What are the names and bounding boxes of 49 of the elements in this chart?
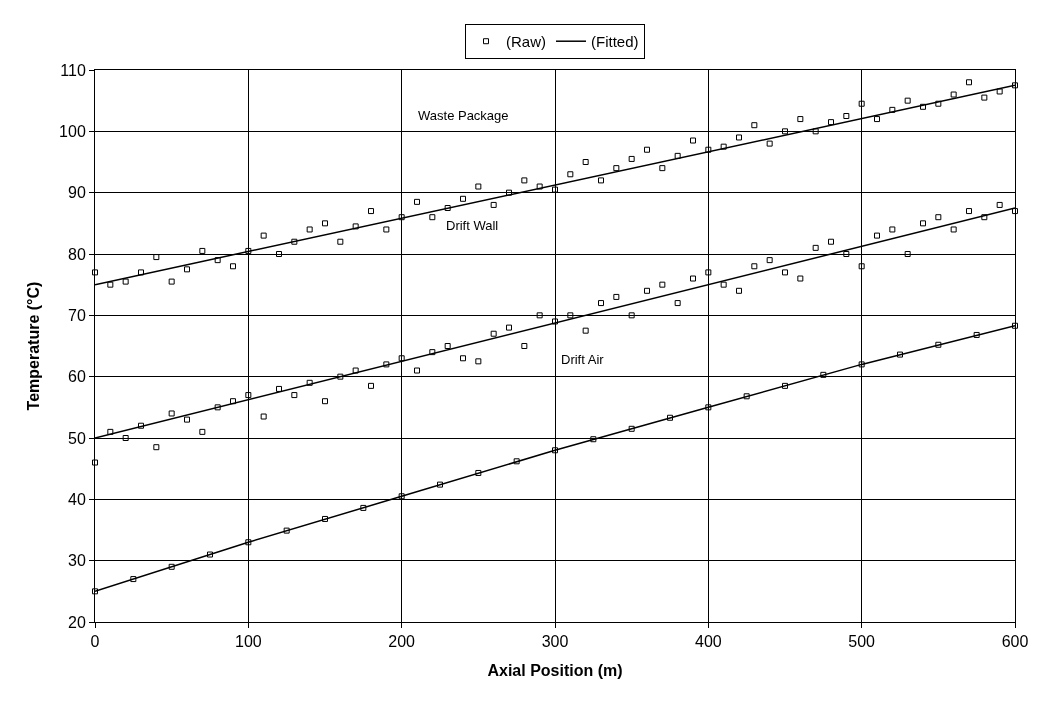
- point: [475, 469, 482, 476]
- y-tick-label: 60: [68, 368, 86, 386]
- point: [628, 425, 635, 432]
- point: [743, 393, 750, 400]
- point: [552, 447, 558, 454]
- point: [130, 576, 137, 583]
- point: [360, 504, 367, 511]
- y-tick-label: 40: [68, 490, 86, 508]
- point: [590, 436, 597, 443]
- y-tick-label: 30: [68, 552, 86, 570]
- x-tick-label: 200: [388, 633, 416, 651]
- point: [705, 404, 712, 411]
- point: [935, 341, 942, 348]
- point: [168, 563, 175, 570]
- x-tick-label: 100: [234, 633, 262, 651]
- point: [667, 414, 673, 421]
- annotation: Waste Package: [418, 108, 509, 123]
- y-tick-label: 100: [59, 122, 86, 140]
- x-tick-label: 400: [694, 633, 722, 651]
- point: [207, 551, 213, 558]
- x-axis-title: Axial Position (m): [487, 661, 623, 679]
- point: [820, 371, 827, 378]
- y-tick-label: 110: [60, 61, 86, 79]
- y-tick-label: 70: [68, 306, 86, 324]
- point: [897, 351, 903, 358]
- y-tick-label: 20: [68, 613, 86, 631]
- legend-label: (Raw): [506, 33, 546, 51]
- x-tick-label: 0: [90, 633, 100, 651]
- point: [92, 588, 98, 595]
- point: [858, 361, 865, 368]
- point: [245, 539, 252, 546]
- point: [437, 481, 443, 488]
- point: [1012, 322, 1018, 329]
- x-tick-label: 500: [848, 633, 876, 651]
- x-tick-label: 600: [1001, 633, 1029, 651]
- y-axis-title: Temperature (°C): [25, 281, 42, 411]
- legend-label: (Fitted): [591, 33, 639, 51]
- point: [782, 382, 788, 389]
- point: [283, 527, 290, 534]
- point: [513, 458, 520, 465]
- annotation: Drift Air: [561, 352, 605, 367]
- y-tick-label: 80: [68, 245, 86, 263]
- point: [398, 493, 405, 500]
- point: [973, 331, 980, 338]
- y-tick-label: 90: [68, 184, 86, 202]
- annotation: Drift Wall: [446, 218, 499, 233]
- x-tick-label: 300: [541, 633, 569, 651]
- y-tick-label: 50: [68, 429, 86, 447]
- point: [322, 515, 328, 522]
